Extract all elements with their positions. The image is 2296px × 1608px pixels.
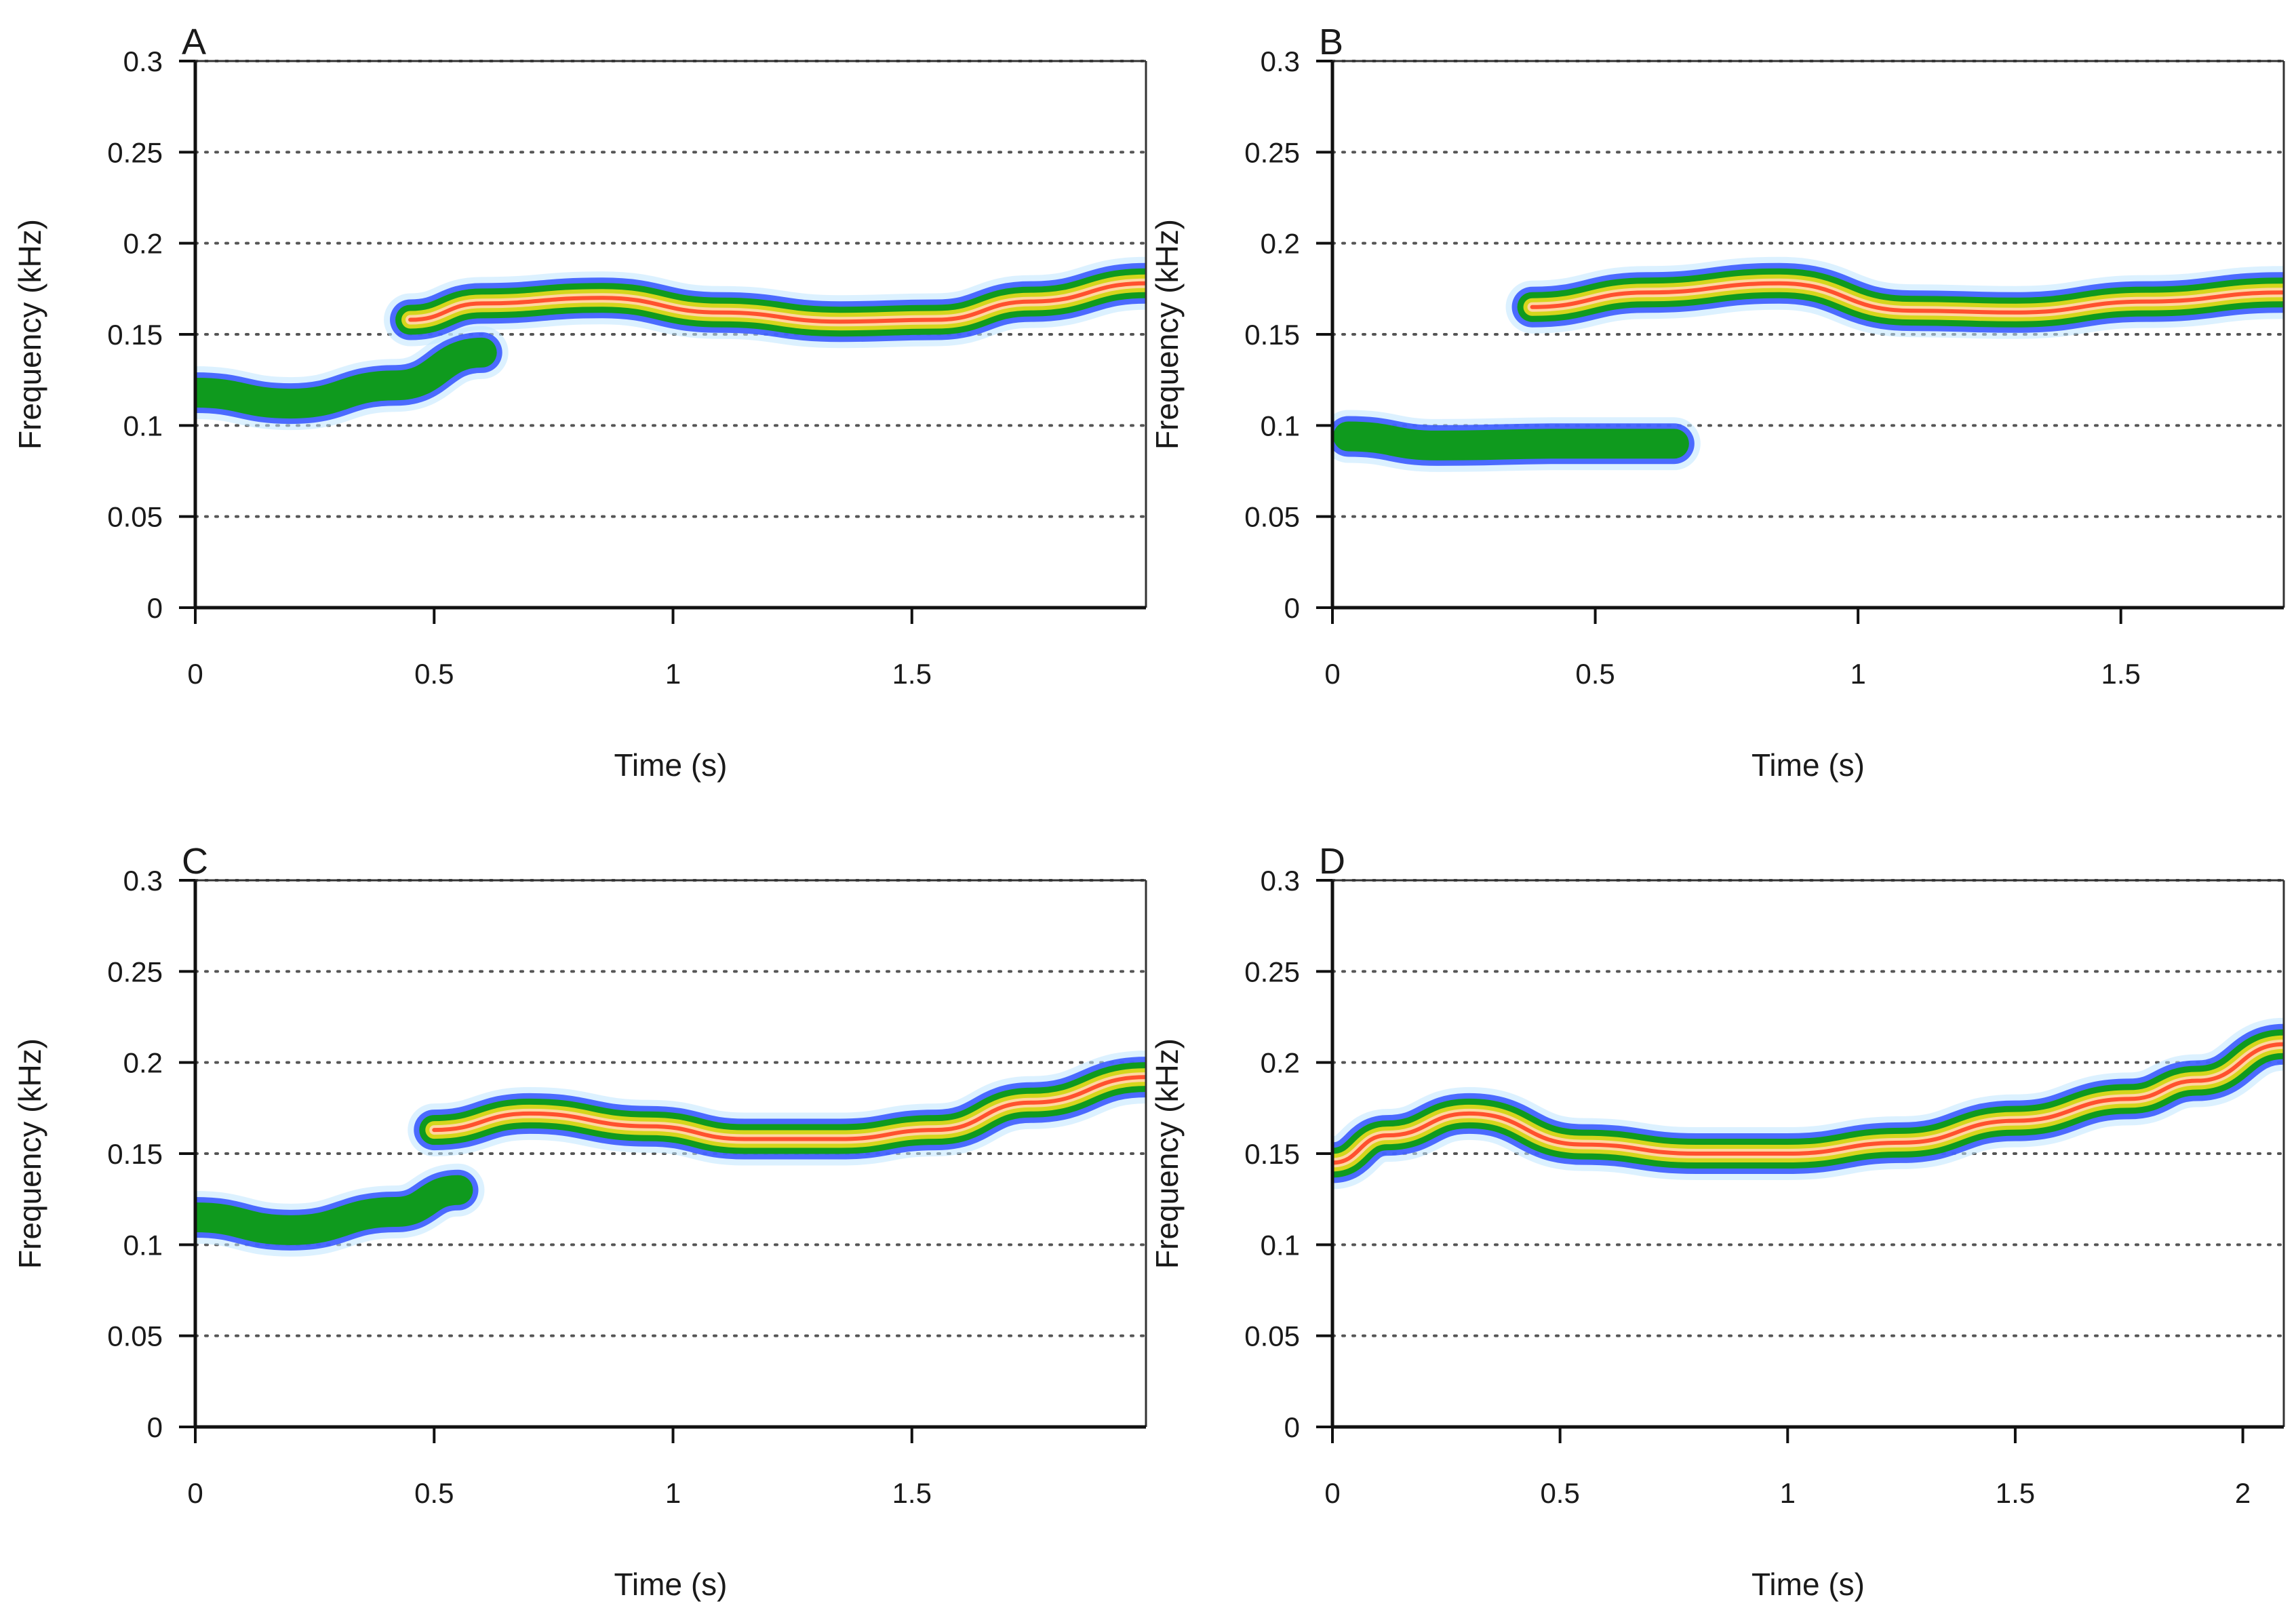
panel-c: 0 0.05 0.1 0.15 0.2 0.25 0.3 0 0.5 1 1.5 Time (s) Fr… — [12, 841, 1147, 1602]
x-tick-label: 1 — [1850, 658, 1865, 690]
y-tick-label: 0.05 — [1244, 1320, 1300, 1352]
y-tick-label: 0.15 — [107, 1138, 163, 1170]
y-tick-label: 0.15 — [1244, 1138, 1300, 1170]
spectrogram — [195, 256, 1146, 431]
y-axis-title: Frequency (kHz) — [12, 1038, 47, 1269]
y-tick-label: 0.25 — [107, 136, 163, 168]
contour-1-level-3 — [1333, 421, 1689, 460]
contour-2-level-6 — [408, 281, 1146, 324]
panel-label: B — [1319, 22, 1343, 62]
panel-label: D — [1319, 841, 1345, 882]
x-axis-title: Time (s) — [1751, 1567, 1865, 1602]
y-tick-label: 0.05 — [1244, 501, 1300, 533]
x-tick-label: 1.5 — [2101, 658, 2141, 690]
y-tick-label: 0.2 — [123, 228, 163, 260]
x-tick-label: 2 — [2235, 1477, 2251, 1509]
x-tick-label: 0.5 — [414, 658, 454, 690]
y-axis-title: Frequency (kHz) — [1149, 1038, 1185, 1269]
x-axis-title: Time (s) — [1751, 747, 1865, 783]
y-tick-label: 0.1 — [1261, 1229, 1300, 1261]
x-axis-title: Time (s) — [614, 1567, 728, 1602]
panel-d: 0 0.05 0.1 0.15 0.2 0.25 0.3 0 0.5 1 1.5 2 Time (s) F… — [1149, 841, 2285, 1602]
y-tick-label: 0 — [147, 592, 163, 624]
y-tick-label: 0.3 — [1261, 45, 1300, 77]
contour-2-level-6 — [1530, 281, 2284, 315]
y-tick-label: 0.3 — [1261, 865, 1300, 897]
y-tick-label: 0.2 — [1261, 1047, 1300, 1079]
panel-a: 0 0.05 0.1 0.15 0.2 0.25 0.3 0 0.5 1 1.5 Time (s) Fr… — [12, 22, 1147, 783]
contour-1-level-3 — [195, 337, 497, 419]
x-tick-label: 1 — [1780, 1477, 1796, 1509]
panel-label: C — [182, 841, 208, 882]
y-tick-label: 0.3 — [123, 45, 163, 77]
x-tick-label: 1.5 — [892, 1477, 932, 1509]
y-tick-label: 0.2 — [1261, 228, 1300, 260]
y-tick-label: 0.25 — [107, 956, 163, 987]
x-tick-label: 0 — [1324, 1477, 1340, 1509]
spectrogram — [1332, 1017, 2284, 1190]
y-tick-label: 0.25 — [1244, 956, 1300, 987]
y-axis-title: Frequency (kHz) — [1149, 219, 1185, 450]
x-tick-label: 1.5 — [1996, 1477, 2035, 1509]
y-axis-title: Frequency (kHz) — [12, 219, 47, 450]
y-tick-label: 0.15 — [1244, 319, 1300, 351]
y-tick-label: 0 — [147, 1411, 163, 1443]
x-tick-label: 0 — [187, 658, 203, 690]
spectrogram — [195, 1051, 1146, 1257]
y-tick-label: 0.3 — [123, 865, 163, 897]
x-tick-label: 0.5 — [1540, 1477, 1579, 1509]
y-tick-label: 0.2 — [123, 1047, 163, 1079]
x-tick-label: 0 — [187, 1477, 203, 1509]
panel-label: A — [182, 22, 206, 62]
y-tick-label: 0.25 — [1244, 136, 1300, 168]
y-tick-label: 0.1 — [123, 1229, 163, 1261]
x-tick-label: 0.5 — [1575, 658, 1615, 690]
y-tick-label: 0.1 — [1261, 410, 1300, 442]
contour-1-level-6 — [1332, 1042, 2284, 1165]
y-tick-label: 0.05 — [107, 1320, 163, 1352]
contour-1-level-3 — [195, 1175, 473, 1245]
panel-b: 0 0.05 0.1 0.15 0.2 0.25 0.3 0 0.5 1 1.5 Time (s) Fr… — [1149, 22, 2285, 783]
contour-2-level-6 — [432, 1075, 1146, 1141]
y-tick-label: 0 — [1284, 592, 1300, 624]
x-axis-title: Time (s) — [614, 747, 728, 783]
x-tick-label: 1 — [665, 1477, 681, 1509]
spectrogram — [1332, 256, 2284, 472]
y-tick-label: 0.15 — [107, 319, 163, 351]
x-tick-label: 1.5 — [892, 658, 932, 690]
y-tick-label: 0 — [1284, 1411, 1300, 1443]
y-tick-label: 0.05 — [107, 501, 163, 533]
x-tick-label: 1 — [665, 658, 681, 690]
y-tick-label: 0.1 — [123, 410, 163, 442]
x-tick-label: 0.5 — [414, 1477, 454, 1509]
x-tick-label: 0 — [1324, 658, 1340, 690]
